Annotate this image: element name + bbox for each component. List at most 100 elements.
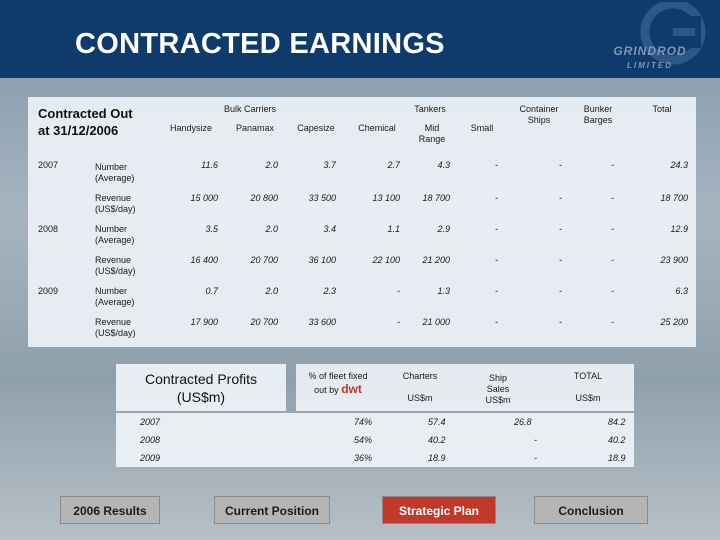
table-cell: - [611, 224, 614, 234]
row-label-number-line-1: Number [95, 162, 128, 172]
row-label-number-line-1: Number [95, 286, 128, 296]
table-cell: 11.6 [201, 160, 218, 170]
row-label-number-2009: Number (Average) [95, 286, 134, 308]
table-cell: 1.3 [437, 286, 450, 296]
table-cell: - [611, 317, 614, 327]
table-cell: 3.5 [205, 224, 218, 234]
col-header-mid-range-line-1: Mid [424, 123, 440, 133]
col-header-ship-sales: Ship Sales US$m [468, 373, 528, 406]
table-cell: 3.4 [323, 224, 336, 234]
table-cell: 22 100 [372, 255, 400, 265]
col-header-mid-range: Mid Range [408, 123, 456, 145]
contracted-profits-title: Contracted Profits [144, 371, 258, 387]
table-cell: - [495, 255, 498, 265]
col-header-charters: Charters US$m [390, 371, 450, 404]
col-header-bunker-barges: Bunker Barges [570, 104, 626, 126]
profit-fleet-pct: 36% [354, 453, 373, 463]
table-cell: 36 100 [308, 255, 336, 265]
col-header-capesize: Capesize [297, 123, 335, 133]
profit-year: 2009 [140, 453, 161, 463]
table-cell: 3.7 [323, 160, 336, 170]
table-cell: 2.7 [387, 160, 400, 170]
table-cell: - [495, 286, 498, 296]
profit-total: 18.9 [608, 453, 626, 463]
ship-sales-line-1: Ship [488, 373, 507, 383]
contracted-out-label: Contracted Out at 31/12/2006 [38, 105, 168, 139]
total-profits-unit: US$m [575, 393, 601, 403]
row-label-number-2008: Number (Average) [95, 224, 134, 246]
table-cell: 0.7 [205, 286, 218, 296]
col-header-container-line-1: Container [519, 104, 559, 114]
table-cell: 13 100 [372, 193, 400, 203]
logo-subtext: LIMITED [627, 61, 673, 70]
table-cell: - [495, 193, 498, 203]
group-header-tankers: Tankers [414, 104, 446, 114]
profit-total: 40.2 [608, 435, 626, 445]
contracted-out-table: Contracted Out at 31/12/2006 Bulk Carrie… [28, 97, 696, 347]
profit-ship-sales: - [534, 435, 537, 445]
table-cell: 23 900 [660, 255, 688, 265]
profit-row-2008: 2008 54% 40.2 - 40.2 [116, 431, 634, 449]
grindrod-logo-icon [640, 2, 706, 65]
col-header-fleet-fixed: % of fleet fixed out by dwt [298, 371, 378, 396]
profit-charters: 40.2 [428, 435, 446, 445]
fleet-fixed-dwt: dwt [341, 382, 362, 396]
profit-total: 84.2 [608, 417, 626, 427]
contracted-out-line-2: at 31/12/2006 [38, 123, 119, 138]
profit-fleet-pct: 54% [354, 435, 373, 445]
table-cell: 21 000 [422, 317, 450, 327]
table-cell: 17 900 [190, 317, 218, 327]
group-header-bulk: Bulk Carriers [223, 104, 276, 114]
year-label-2008: 2008 [38, 224, 59, 234]
table-cell: - [559, 286, 562, 296]
col-header-bunker-line-1: Bunker [583, 104, 613, 114]
col-header-container-line-2: Ships [527, 115, 551, 125]
col-header-bunker-line-2: Barges [583, 115, 613, 125]
row-label-number-line-2: (Average) [95, 173, 135, 183]
col-header-small: Small [470, 123, 494, 133]
profits-header-panel: % of fleet fixed out by dwt Charters US$… [296, 364, 634, 411]
contracted-profits-unit: (US$m) [176, 389, 226, 405]
slide-title: CONTRACTED EARNINGS [75, 28, 445, 60]
row-label-number-line-2: (Average) [95, 297, 135, 307]
profit-row-2007: 2007 74% 57.4 26.8 84.2 [116, 413, 634, 431]
table-cell: 20 800 [250, 193, 278, 203]
col-header-container-ships: Container Ships [512, 104, 566, 126]
row-label-revenue-line-1: Revenue [95, 255, 132, 265]
charters-label: Charters [402, 371, 438, 381]
row-label-revenue-line-2: (US$/day) [95, 204, 136, 214]
nav-strategic-plan-button[interactable]: Strategic Plan [382, 496, 496, 524]
row-label-number-line-2: (Average) [95, 235, 135, 245]
table-cell: - [611, 160, 614, 170]
table-cell: 20 700 [250, 317, 278, 327]
contracted-profits-heading: Contracted Profits (US$m) [116, 364, 286, 411]
contracted-out-line-1: Contracted Out [38, 106, 133, 121]
nav-conclusion-button[interactable]: Conclusion [534, 496, 648, 524]
row-label-number-2007: Number (Average) [95, 162, 134, 184]
profit-row-2009: 2009 36% 18.9 - 18.9 [116, 449, 634, 467]
profit-year: 2008 [140, 435, 161, 445]
row-label-revenue-line-1: Revenue [95, 193, 132, 203]
table-cell: - [495, 224, 498, 234]
col-header-total-profits: TOTAL US$m [558, 371, 618, 404]
ship-sales-line-3: US$m [485, 395, 511, 405]
table-cell: - [559, 317, 562, 327]
year-label-2009: 2009 [38, 286, 59, 296]
table-cell: 2.0 [265, 224, 278, 234]
row-label-revenue-2007: Revenue (US$/day) [95, 193, 136, 215]
row-label-revenue-line-2: (US$/day) [95, 266, 136, 276]
col-header-total: Total [652, 104, 672, 114]
table-cell: 24.3 [670, 160, 688, 170]
table-cell: 20 700 [250, 255, 278, 265]
ship-sales-line-2: Sales [486, 384, 510, 394]
table-cell: 2.0 [265, 286, 278, 296]
row-label-revenue-2009: Revenue (US$/day) [95, 317, 136, 339]
table-cell: 33 500 [308, 193, 336, 203]
row-label-number-line-1: Number [95, 224, 128, 234]
table-cell: 1.1 [387, 224, 400, 234]
table-cell: - [559, 255, 562, 265]
table-cell: 33 600 [308, 317, 336, 327]
nav-2006-results-button[interactable]: 2006 Results [60, 496, 160, 524]
table-cell: - [559, 193, 562, 203]
nav-current-position-button[interactable]: Current Position [214, 496, 330, 524]
